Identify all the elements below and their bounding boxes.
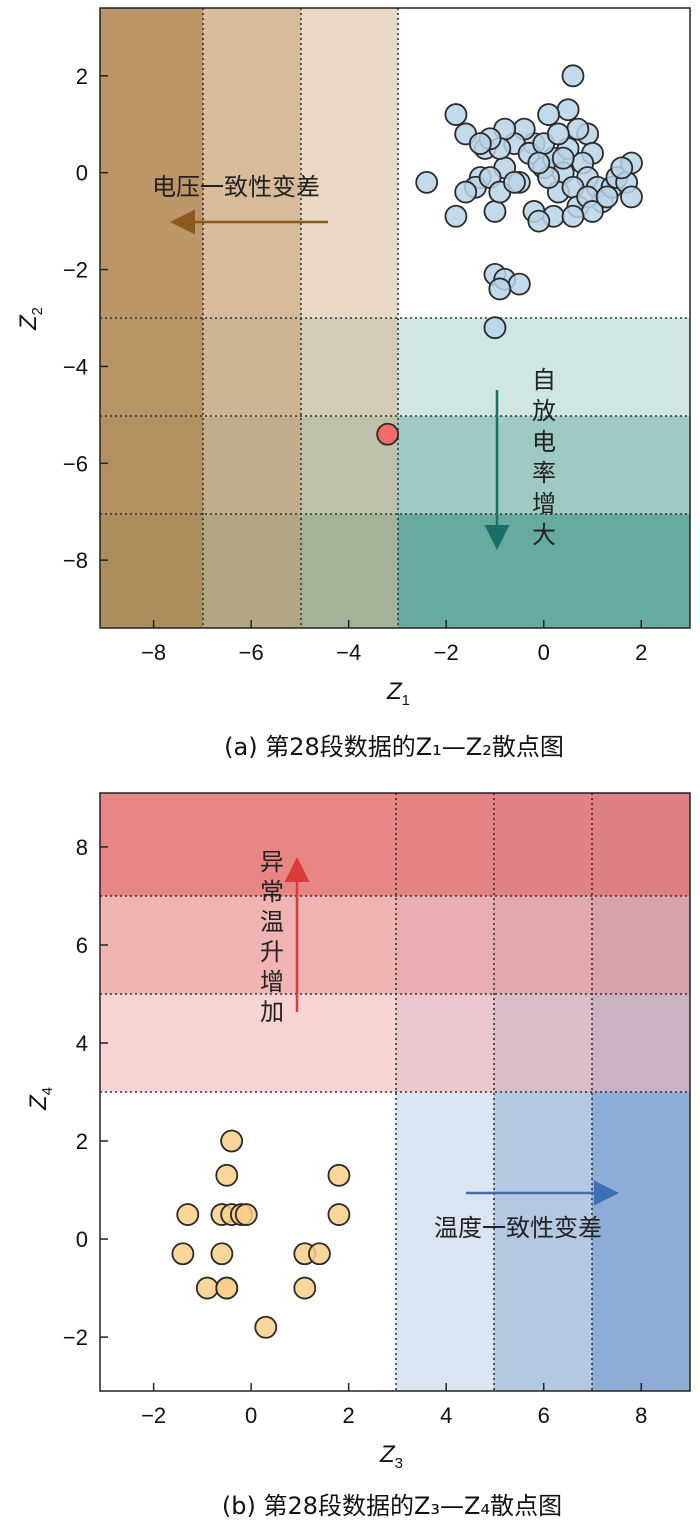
- x-tick-label: −4: [336, 640, 361, 665]
- data-point-a-0-10: [444, 204, 468, 228]
- data-point-a-0-6: [537, 103, 560, 126]
- annotation-temperature-consistency: 温度一致性变差: [434, 1214, 602, 1242]
- panel-b: 异常温升增加 温度一致性变差 −2 0 2 4 6 8 −2 0 2 4 6 8 Z3 Z4 (b) …: [25, 792, 691, 1520]
- panel-b-xlabel: Z3: [379, 1441, 403, 1472]
- data-point-b-0-13: [195, 1276, 219, 1300]
- panel-b-points: [171, 1129, 351, 1339]
- data-point-a-0-60: [488, 277, 512, 301]
- data-point-b-0-12: [308, 1242, 331, 1266]
- data-point-b-0-15: [215, 1276, 239, 1300]
- annotation-voltage-consistency: 电压一致性变差: [152, 173, 320, 201]
- data-point-b-0-17: [254, 1315, 278, 1339]
- data-point-b-0-9: [171, 1242, 195, 1266]
- panel-b-threshold-lines: [100, 793, 690, 1391]
- data-point-a-0-2: [444, 103, 468, 126]
- y-tick-label: −2: [63, 1325, 88, 1350]
- x-tick-label: −6: [239, 640, 264, 665]
- data-point-a-0-28: [620, 185, 643, 209]
- x-tick-label: 4: [440, 1403, 452, 1428]
- y-tick-label: 0: [76, 1227, 88, 1252]
- panel-a-caption: (a) 第28段数据的Z₁—Z₂散点图: [224, 733, 564, 761]
- y-tick-label: −6: [63, 451, 88, 476]
- data-point-a-0-50: [546, 122, 570, 146]
- data-point-b-0-7: [234, 1203, 258, 1226]
- panel-b-ylabel: Z4: [25, 1087, 56, 1111]
- data-point-a-0-42: [468, 132, 492, 156]
- y-tick-label: −4: [63, 354, 88, 379]
- x-tick-label: 0: [245, 1403, 257, 1428]
- data-point-b-0-8: [327, 1203, 351, 1226]
- y-tick-label: 4: [76, 1031, 88, 1056]
- x-tick-label: 6: [538, 1403, 550, 1428]
- data-point-b-0-16: [293, 1276, 317, 1300]
- data-point-a-0-51: [551, 146, 575, 170]
- panel-a-annotations: 电压一致性变差 自放电率增大: [152, 173, 556, 550]
- y-tick-label: 6: [76, 933, 88, 958]
- panel-a: 电压一致性变差 自放电率增大 −8 −6 −4 −2 0 2 −8 −6 −4 −2 0 2 Z1 Z…: [15, 7, 691, 761]
- x-tick-label: −2: [434, 640, 459, 665]
- data-point-b-0-2: [327, 1163, 351, 1187]
- panel-a-ylabel: Z2: [15, 307, 46, 331]
- annotation-self-discharge: 自放电率增大: [532, 366, 556, 549]
- y-tick-label: 0: [76, 161, 88, 186]
- data-point-a-0-1: [556, 98, 580, 122]
- x-tick-label: −8: [141, 640, 166, 665]
- y-tick-label: −2: [63, 258, 88, 283]
- panel-b-annotations: 异常温升增加 温度一致性变差: [260, 848, 619, 1242]
- y-tick-label: 2: [76, 64, 88, 89]
- panel-a-threshold-lines: [100, 8, 690, 628]
- data-point-b-0-0: [220, 1129, 244, 1153]
- band-z4-gt-7: [100, 793, 690, 896]
- x-tick-label: 2: [635, 640, 647, 665]
- data-point-a-0-47: [503, 170, 526, 194]
- data-point-b-0-1: [215, 1163, 239, 1187]
- data-point-a-0-55: [610, 156, 634, 180]
- data-point-a-0-19: [566, 117, 590, 141]
- annotation-temperature-rise: 异常温升增加: [260, 848, 284, 1026]
- x-tick-label: 8: [635, 1403, 647, 1428]
- panel-b-frame: [99, 792, 691, 1392]
- y-tick-label: −8: [63, 548, 88, 573]
- data-point-a-0-44: [454, 180, 478, 204]
- data-point-b-0-3: [176, 1203, 200, 1226]
- panel-a-xlabel: Z1: [386, 678, 410, 709]
- data-point-b-0-10: [210, 1242, 234, 1266]
- data-point-a-0-53: [527, 151, 551, 175]
- data-point-a-0-61: [483, 316, 507, 340]
- data-point-a-0-0: [561, 64, 585, 88]
- data-point-a-0-56: [527, 209, 551, 233]
- panel-a-frame: [99, 7, 691, 629]
- x-tick-label: 0: [538, 640, 550, 665]
- data-point-a-0-8: [415, 170, 439, 194]
- data-point-a-1-0: [376, 422, 400, 446]
- data-point-a-0-11: [483, 200, 507, 223]
- panel-a-points: [376, 64, 643, 446]
- data-point-a-0-54: [595, 185, 619, 209]
- data-point-a-0-59: [507, 272, 531, 296]
- x-tick-label: 2: [343, 1403, 355, 1428]
- y-tick-label: 2: [76, 1129, 88, 1154]
- panel-b-caption: (b) 第28段数据的Z₃—Z₄散点图: [222, 1492, 562, 1520]
- data-point-a-0-35: [561, 204, 585, 228]
- panel-b-ticks: −2 0 2 4 6 8 −2 0 2 4 6 8: [63, 835, 647, 1428]
- x-tick-label: −2: [141, 1403, 166, 1428]
- y-tick-label: 8: [76, 835, 88, 860]
- panel-a-ticks: −8 −6 −4 −2 0 2 −8 −6 −4 −2 0 2: [63, 64, 647, 665]
